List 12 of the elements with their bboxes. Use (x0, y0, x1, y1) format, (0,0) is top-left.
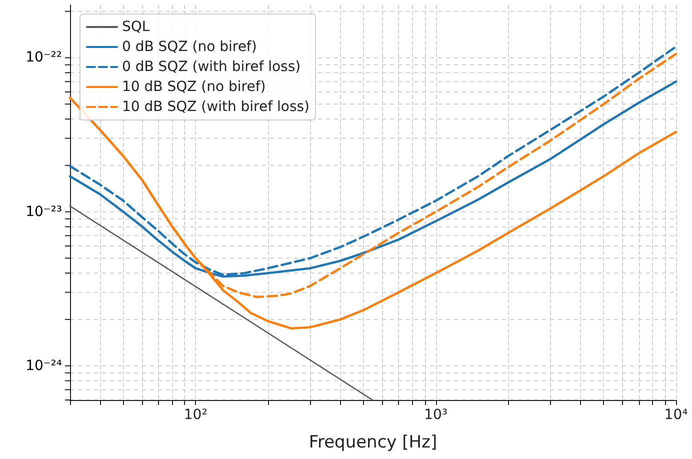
legend-label: 0 dB SQZ (with biref loss) (122, 59, 301, 75)
y-tick-label: 10⁻²² (26, 50, 62, 66)
x-tick-label: 10² (184, 407, 208, 423)
x-tick-label: 10³ (424, 407, 448, 423)
legend-label: 0 dB SQZ (no biref) (122, 39, 257, 55)
legend-label: 10 dB SQZ (no biref) (122, 79, 266, 95)
y-tick-label: 10⁻²³ (26, 204, 62, 220)
x-axis-title: Frequency [Hz] (308, 432, 438, 452)
x-tick-label: 10⁴ (664, 407, 688, 423)
legend-label: 10 dB SQZ (with biref loss) (122, 99, 310, 115)
legend-label: SQL (122, 19, 150, 35)
y-tick-label: 10⁻²⁴ (26, 358, 62, 374)
